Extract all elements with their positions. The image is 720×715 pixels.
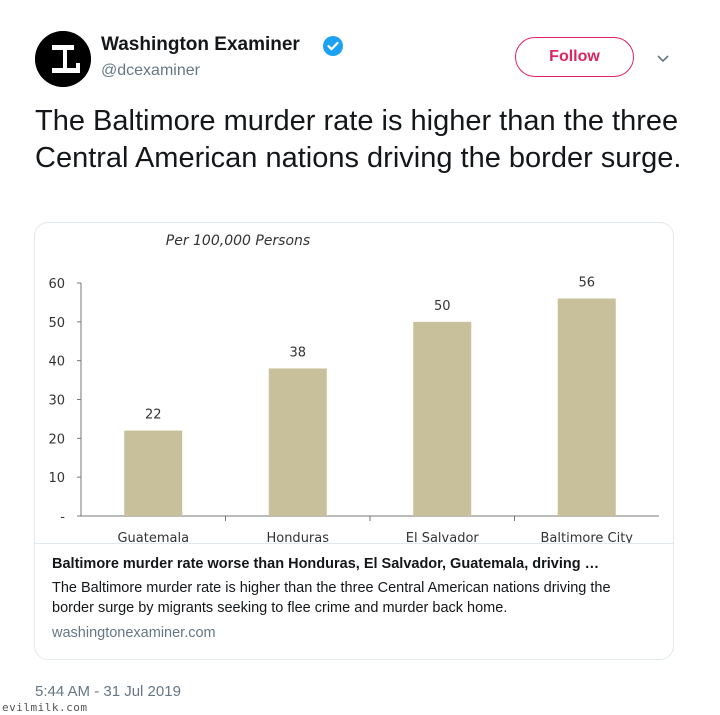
examiner-logo-icon [35,31,91,87]
bar-el-salvador [413,321,472,516]
x-tick-label: Guatemala [117,531,189,543]
y-tick-label: 60 [48,277,65,292]
verified-badge-icon [323,36,343,56]
bar-honduras [268,368,327,516]
author-handle[interactable]: @dcexaminer [101,62,200,79]
bar-baltimore-city [557,298,616,516]
y-tick-label: 40 [48,355,65,370]
author-display-name[interactable]: Washington Examiner [101,34,300,55]
card-description: The Baltimore murder rate is higher than… [52,580,611,616]
link-card[interactable]: Per 100,000 Persons 60 50 40 30 20 10 - 22 Guat… [34,222,674,660]
card-meta[interactable]: Baltimore murder rate worse than Hondura… [35,543,673,659]
card-chart-image: Per 100,000 Persons 60 50 40 30 20 10 - 22 Guat… [35,223,673,546]
watermark: evilmilk.com [2,701,88,714]
y-tick-label: - [60,510,65,525]
tweet-text: The Baltimore murder rate is higher than… [35,105,682,174]
bar-guatemala [124,430,183,516]
data-label: 22 [145,408,162,423]
y-tick-label: 30 [48,394,65,409]
data-label: 56 [578,276,595,291]
card-title[interactable]: Baltimore murder rate worse than Hondura… [52,556,600,572]
data-label: 50 [434,299,451,314]
tweet-timestamp[interactable]: 5:44 AM - 31 Jul 2019 [35,683,181,700]
author-avatar[interactable] [35,31,91,87]
y-tick-label: 50 [48,316,65,331]
y-tick-label: 20 [48,432,65,447]
x-tick-label: El Salvador [406,531,480,543]
data-label: 38 [289,345,306,360]
chart-title: Per 100,000 Persons [166,233,310,249]
bar-chart: Per 100,000 Persons 60 50 40 30 20 10 - 22 Guat… [48,233,659,546]
x-tick-label: Baltimore City [541,531,634,543]
card-domain[interactable]: washingtonexaminer.com [52,625,216,641]
x-tick-label: Honduras [266,531,329,543]
y-tick-label: 10 [48,471,65,486]
chevron-down-icon[interactable] [656,54,670,64]
follow-button[interactable]: Follow [515,37,634,77]
